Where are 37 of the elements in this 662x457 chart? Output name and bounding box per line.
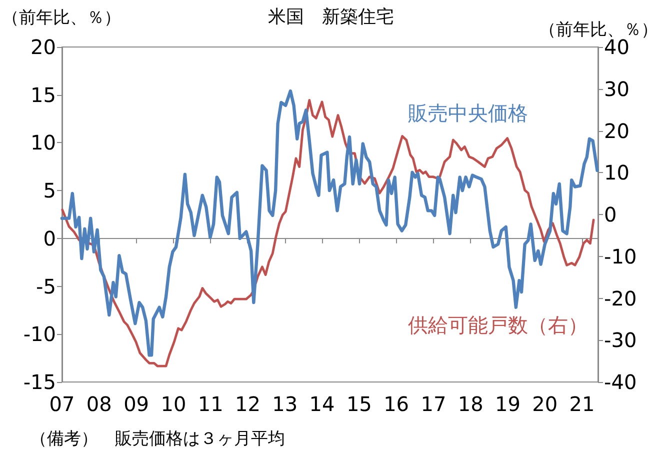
x-tick-label: 09 (124, 392, 150, 416)
x-tick-label: 19 (495, 392, 520, 416)
y-tick-label: 10 (30, 130, 56, 155)
text: 販売中央価格 (408, 101, 528, 125)
text: 供給可能戸数（右） (408, 313, 588, 337)
y-axis-title: （前年比、％） (2, 8, 121, 28)
y-tick-label: 0 (43, 226, 56, 250)
y2-tick-label: -30 (604, 328, 637, 352)
y2-tick-label: 30 (604, 76, 630, 101)
x-tick-label: 21 (569, 392, 595, 416)
y-tick-label: -5 (36, 274, 56, 298)
x-tick-label: 08 (86, 392, 112, 416)
x-tick-label: 15 (346, 392, 372, 416)
x-tick-label: 07 (49, 392, 75, 416)
x-tick-label: 17 (420, 392, 446, 416)
y2-tick-label: -10 (604, 244, 637, 268)
y-tick-label: 20 (30, 35, 56, 59)
y-tick-label: 5 (43, 178, 56, 203)
y2-tick-label: 20 (604, 118, 630, 143)
y2-tick-label: 10 (604, 160, 630, 185)
x-tick-label: 11 (198, 392, 224, 416)
y2-tick-label: -40 (604, 370, 637, 394)
y-tick-label: 15 (30, 82, 56, 107)
x-tick-label: 10 (160, 392, 186, 416)
y-tick-label: -15 (23, 370, 56, 394)
x-tick-label: 12 (235, 392, 260, 416)
y2-tick-label: 0 (604, 202, 617, 226)
x-tick-label: 14 (309, 392, 335, 416)
x-tick-label: 20 (532, 392, 558, 416)
y-tick-label: -10 (23, 322, 56, 346)
x-tick-label: 13 (272, 392, 298, 416)
y2-axis-title: （前年比、％） (539, 20, 658, 40)
x-tick-label: 18 (458, 392, 484, 416)
text: （備考） 販売価格は３ヶ月平均 (30, 429, 285, 449)
y2-tick-label: -20 (604, 286, 637, 310)
chart-title: 米国 新築住宅 (268, 6, 394, 28)
x-tick-label: 16 (384, 392, 410, 416)
